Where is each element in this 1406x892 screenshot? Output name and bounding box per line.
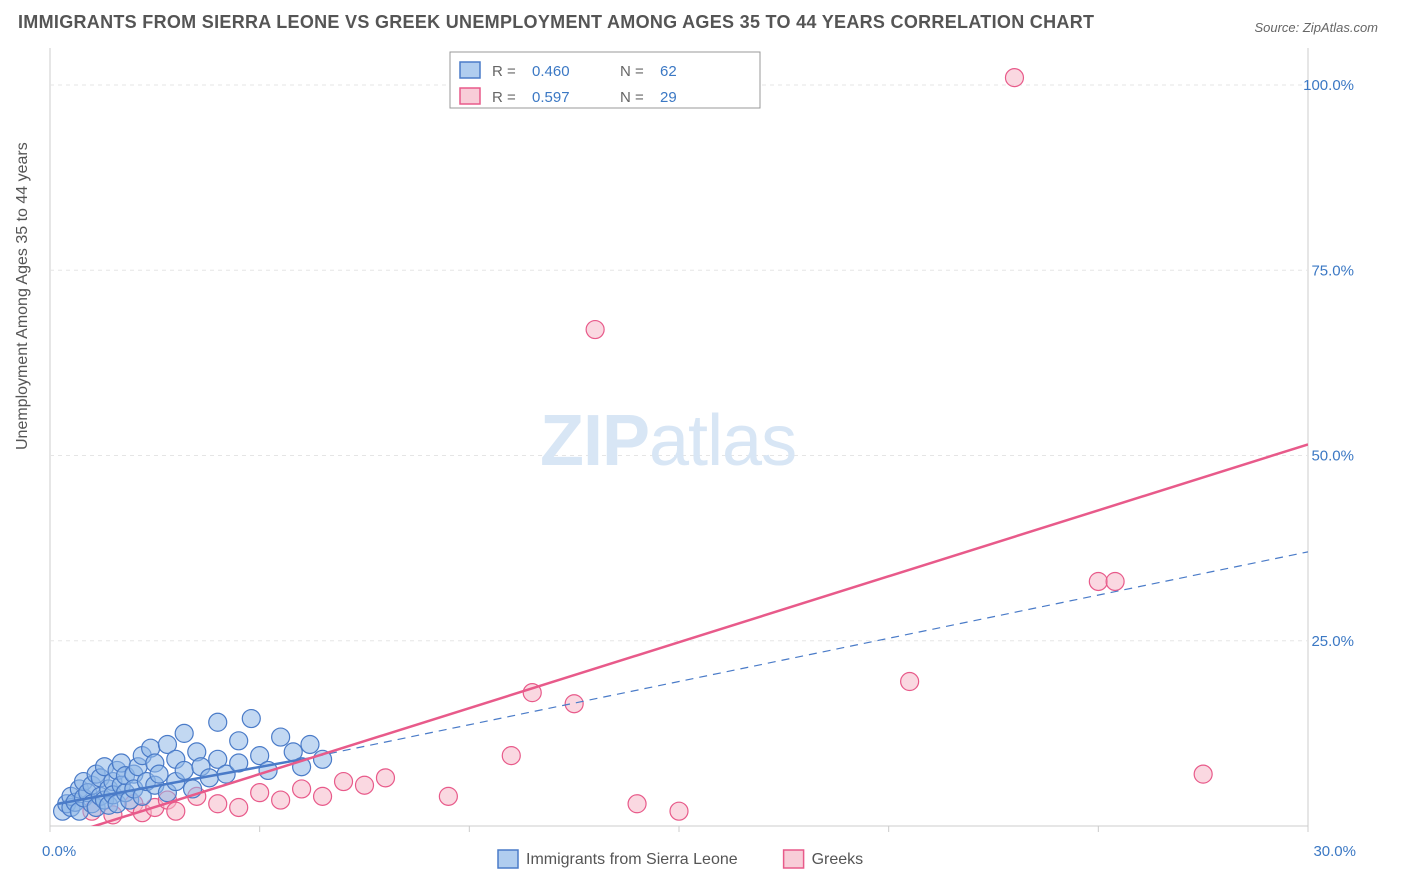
source-attribution: Source: ZipAtlas.com xyxy=(1254,20,1378,35)
svg-text:R =: R = xyxy=(492,89,516,106)
svg-text:25.0%: 25.0% xyxy=(1311,633,1354,650)
svg-text:30.0%: 30.0% xyxy=(1313,843,1356,860)
svg-text:Greeks: Greeks xyxy=(812,851,864,868)
chart-title: IMMIGRANTS FROM SIERRA LEONE VS GREEK UN… xyxy=(18,12,1094,33)
svg-text:0.460: 0.460 xyxy=(532,63,570,80)
chart-container: IMMIGRANTS FROM SIERRA LEONE VS GREEK UN… xyxy=(0,0,1406,892)
svg-text:62: 62 xyxy=(660,63,677,80)
y-axis-label: Unemployment Among Ages 35 to 44 years xyxy=(14,142,32,450)
scatter-chart: 25.0% 50.0% 75.0% 100.0% 0.0% 30.0% R = 0.460 N … xyxy=(0,0,1406,892)
svg-text:0.597: 0.597 xyxy=(532,89,570,106)
svg-text:Immigrants from Sierra Leone: Immigrants from Sierra Leone xyxy=(526,851,738,868)
svg-text:29: 29 xyxy=(660,89,677,106)
svg-text:R =: R = xyxy=(492,63,516,80)
svg-text:50.0%: 50.0% xyxy=(1311,448,1354,465)
svg-text:100.0%: 100.0% xyxy=(1303,77,1354,94)
svg-text:N =: N = xyxy=(620,89,644,106)
svg-text:0.0%: 0.0% xyxy=(42,843,76,860)
svg-text:75.0%: 75.0% xyxy=(1311,262,1354,279)
svg-text:N =: N = xyxy=(620,63,644,80)
